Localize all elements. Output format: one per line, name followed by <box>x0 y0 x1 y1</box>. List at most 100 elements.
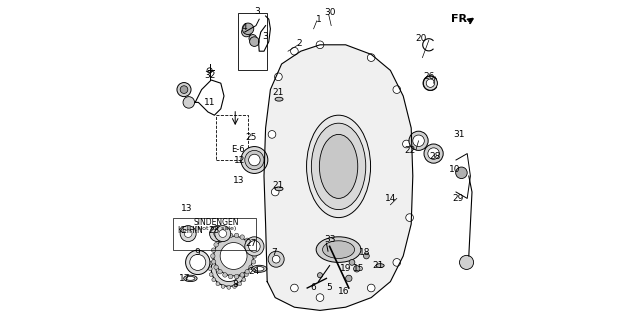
Text: 16: 16 <box>339 287 349 296</box>
Text: 22: 22 <box>404 146 415 155</box>
Text: 23: 23 <box>209 226 220 235</box>
Circle shape <box>210 226 226 242</box>
Circle shape <box>183 97 195 108</box>
Circle shape <box>316 294 324 301</box>
Circle shape <box>249 35 257 42</box>
Circle shape <box>180 86 188 93</box>
Circle shape <box>223 262 236 275</box>
Circle shape <box>209 267 212 271</box>
Text: 30: 30 <box>324 8 335 17</box>
Circle shape <box>275 73 282 81</box>
Circle shape <box>238 282 242 286</box>
Circle shape <box>242 27 252 37</box>
Circle shape <box>424 144 444 163</box>
Ellipse shape <box>186 276 195 280</box>
Circle shape <box>220 243 247 269</box>
Circle shape <box>216 282 220 286</box>
Text: (Not for sale): (Not for sale) <box>195 226 237 231</box>
Circle shape <box>252 260 256 264</box>
Text: 10: 10 <box>449 165 460 174</box>
Circle shape <box>291 284 298 292</box>
Text: 33: 33 <box>324 236 335 244</box>
Circle shape <box>234 233 239 238</box>
Circle shape <box>189 254 206 270</box>
Circle shape <box>248 154 260 166</box>
Ellipse shape <box>307 115 371 218</box>
Circle shape <box>393 86 401 93</box>
Circle shape <box>249 243 253 247</box>
Circle shape <box>212 278 216 282</box>
Circle shape <box>241 147 268 173</box>
Circle shape <box>211 260 216 264</box>
Circle shape <box>242 278 246 282</box>
Circle shape <box>244 237 264 256</box>
Circle shape <box>209 261 213 265</box>
Ellipse shape <box>184 275 197 282</box>
Circle shape <box>249 265 253 269</box>
Circle shape <box>207 68 212 73</box>
Circle shape <box>409 131 428 150</box>
Circle shape <box>460 255 474 269</box>
Circle shape <box>177 83 191 97</box>
Circle shape <box>227 248 231 252</box>
Text: 1: 1 <box>316 15 321 24</box>
Bar <box>239 13 268 70</box>
Text: 17: 17 <box>179 274 191 283</box>
Circle shape <box>271 188 279 196</box>
Circle shape <box>243 23 253 35</box>
Text: 3: 3 <box>263 32 268 41</box>
Circle shape <box>215 226 231 242</box>
Text: 13: 13 <box>182 204 193 212</box>
Circle shape <box>211 254 215 258</box>
Circle shape <box>354 266 360 272</box>
Ellipse shape <box>316 237 361 262</box>
Circle shape <box>367 284 375 292</box>
Circle shape <box>186 250 210 275</box>
Circle shape <box>240 235 244 239</box>
Text: 20: 20 <box>415 34 426 43</box>
Polygon shape <box>264 45 413 310</box>
Circle shape <box>244 273 248 276</box>
Ellipse shape <box>319 134 358 198</box>
Text: 14: 14 <box>385 194 396 203</box>
Circle shape <box>184 230 192 237</box>
Text: E-6: E-6 <box>230 145 244 154</box>
Circle shape <box>240 273 244 277</box>
Circle shape <box>244 261 248 265</box>
Text: 21: 21 <box>372 261 383 270</box>
Text: SINDENGEN: SINDENGEN <box>193 218 239 227</box>
Text: 21: 21 <box>273 88 284 97</box>
Ellipse shape <box>323 241 355 259</box>
Circle shape <box>317 273 323 278</box>
Circle shape <box>426 79 435 87</box>
Circle shape <box>218 269 222 274</box>
Circle shape <box>367 54 375 61</box>
Circle shape <box>214 265 218 269</box>
Circle shape <box>221 284 225 288</box>
Circle shape <box>428 148 440 159</box>
Circle shape <box>216 252 220 256</box>
Text: 11: 11 <box>204 98 215 107</box>
Text: 24: 24 <box>249 268 260 276</box>
Ellipse shape <box>254 267 264 271</box>
Circle shape <box>228 274 233 279</box>
Text: 13: 13 <box>233 176 244 185</box>
Circle shape <box>211 248 216 252</box>
Circle shape <box>223 235 227 239</box>
Circle shape <box>223 273 227 277</box>
Circle shape <box>234 274 239 279</box>
Circle shape <box>248 241 260 252</box>
Bar <box>216 115 248 160</box>
Circle shape <box>393 259 401 266</box>
Circle shape <box>273 255 280 263</box>
Circle shape <box>232 249 236 253</box>
Bar <box>173 218 256 250</box>
Ellipse shape <box>275 187 283 191</box>
Text: FR.: FR. <box>451 14 471 24</box>
Circle shape <box>219 230 227 237</box>
Circle shape <box>291 47 298 55</box>
Text: 2: 2 <box>296 39 302 48</box>
Text: 15: 15 <box>353 264 364 273</box>
Circle shape <box>238 252 242 256</box>
Text: 18: 18 <box>359 248 371 257</box>
